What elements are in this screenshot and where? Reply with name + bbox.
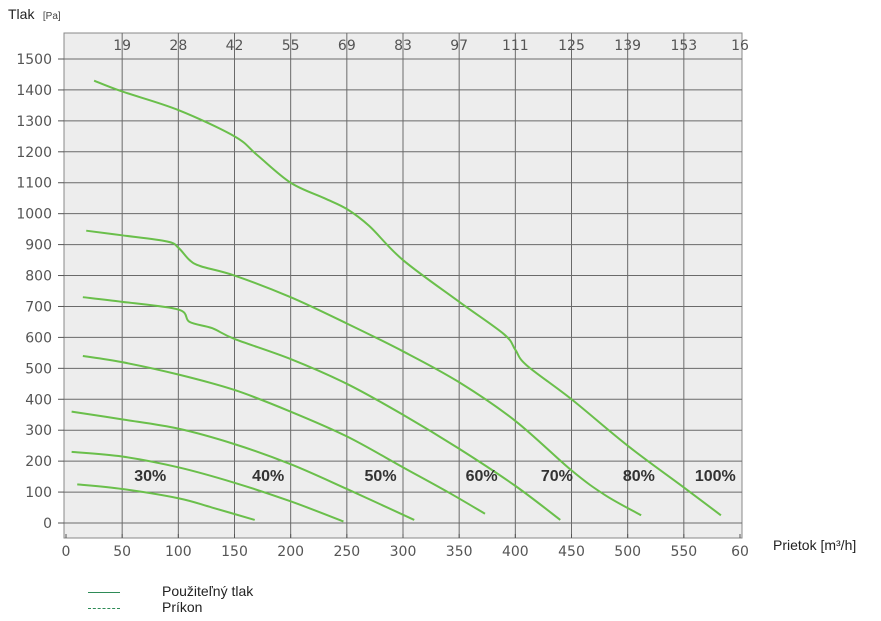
x-axis-label: Prietok [m³/h] — [773, 537, 856, 553]
series-line-60pct — [82, 354, 486, 515]
top-tick-label: 42 — [226, 38, 244, 54]
y-tick-label: 700 — [25, 299, 52, 315]
x-tick-label: 550 — [670, 544, 697, 560]
x-tick-label: 200 — [277, 544, 304, 560]
x-tick-label: 250 — [333, 544, 360, 560]
top-tick-label: 111 — [502, 38, 529, 54]
top-tick-label: 125 — [558, 38, 585, 54]
series-line-50pct — [71, 410, 415, 521]
series-line-100pct — [93, 79, 722, 517]
legend-item-dashed: Príkon — [88, 599, 202, 615]
x-tick-label: 0 — [62, 544, 71, 560]
top-tick-label: 69 — [338, 38, 356, 54]
top-tick-label: 139 — [614, 38, 641, 54]
x-tick-label: 150 — [221, 544, 248, 560]
y-tick-label: 600 — [25, 330, 52, 346]
top-tick-label: 28 — [169, 38, 187, 54]
series-label: 60% — [466, 468, 498, 485]
legend-item-solid: Použiteľný tlak — [88, 583, 253, 599]
legend-label: Príkon — [162, 599, 203, 615]
series-label: 50% — [365, 468, 397, 485]
top-tick-label: 16 — [731, 38, 749, 54]
y-tick-label: 400 — [25, 392, 52, 408]
x-tick-label: 350 — [446, 544, 473, 560]
top-tick-label: 55 — [282, 38, 300, 54]
grid — [58, 33, 742, 538]
x-tick-label: 50 — [113, 544, 131, 560]
series-group — [71, 79, 722, 523]
top-tick-label: 97 — [450, 38, 468, 54]
series-line-30pct — [77, 483, 255, 521]
series-line-80pct — [86, 229, 642, 517]
y-tick-label: 1100 — [16, 176, 52, 192]
y-tick-label: 500 — [25, 361, 52, 377]
x-tick-label: 300 — [390, 544, 417, 560]
series-label: 100% — [695, 468, 736, 485]
y-tick-label: 0 — [43, 516, 52, 532]
y-tick-label: 300 — [25, 423, 52, 439]
top-tick-label: 83 — [394, 38, 412, 54]
y-tick-label: 900 — [25, 238, 52, 254]
x-tick-label: 60 — [731, 544, 749, 560]
series-label: 30% — [134, 468, 166, 485]
y-tick-label: 1300 — [16, 114, 52, 130]
series-label: 70% — [541, 468, 573, 485]
series-line-40pct — [71, 450, 344, 523]
legend-dashed-line-icon — [88, 607, 120, 609]
y-tick-label: 1200 — [16, 145, 52, 161]
series-line-70pct — [82, 296, 561, 521]
legend-solid-line-icon — [88, 591, 120, 593]
y-tick-label: 100 — [25, 485, 52, 501]
x-tick-label: 500 — [614, 544, 641, 560]
top-tick-label: 19 — [113, 38, 131, 54]
y-tick-label: 200 — [25, 454, 52, 470]
series-label: 40% — [252, 468, 284, 485]
y-tick-label: 1500 — [16, 52, 52, 68]
labels-group: 0100200300400500600700800900100011001200… — [16, 38, 749, 560]
series-label: 80% — [623, 468, 655, 485]
top-tick-label: 153 — [670, 38, 697, 54]
y-tick-label: 1400 — [16, 83, 52, 99]
y-tick-label: 800 — [25, 269, 52, 285]
x-tick-label: 400 — [502, 544, 529, 560]
x-tick-label: 450 — [558, 544, 585, 560]
legend-label: Použiteľný tlak — [162, 583, 254, 599]
y-tick-label: 1000 — [16, 207, 52, 223]
y-axis-label: Tlak [Pa] — [8, 6, 61, 23]
x-tick-label: 100 — [165, 544, 192, 560]
